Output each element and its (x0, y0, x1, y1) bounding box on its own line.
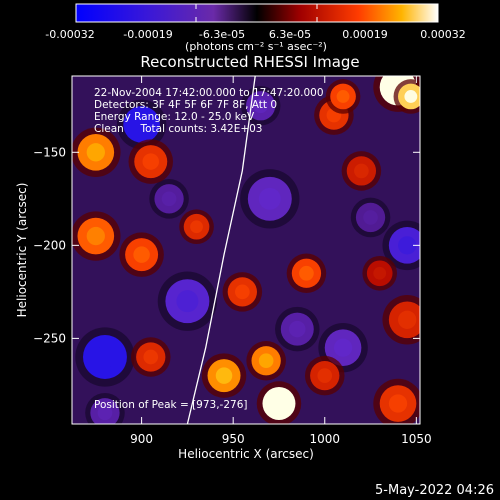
bright-region-core (404, 90, 418, 103)
plot-frame (71, 75, 421, 425)
bright-region-core (235, 284, 250, 300)
bright-region-core (388, 394, 408, 413)
bright-region-core (317, 368, 333, 383)
clean-counts-label: Clean Total counts: 3.42E+03 (94, 123, 263, 135)
y-tick-label: −200 (33, 238, 66, 252)
x-tick-label: 1000 (309, 432, 340, 446)
y-axis: −150 −200 −250 (33, 145, 420, 345)
colorbar-tick-label-2: -0.00019 (123, 28, 172, 41)
solar-limb-line (186, 76, 256, 424)
x-tick-label: 900 (130, 432, 153, 446)
bright-region-core (258, 353, 274, 369)
energy-range-label: Energy Range: 12.0 - 25.0 keV (94, 111, 255, 123)
y-axis-label: Heliocentric Y (arcsec) (15, 183, 29, 318)
dark-region-core (333, 338, 353, 357)
dark-region-core (132, 115, 151, 134)
bright-region-core (354, 163, 369, 179)
bright-region-core (143, 349, 159, 365)
y-tick-label: −150 (33, 145, 66, 159)
bright-region-core (299, 265, 314, 281)
dark-region-core (176, 290, 199, 313)
bright-region-core (336, 90, 350, 103)
x-tick-label: 1050 (401, 432, 432, 446)
dark-region-core (289, 320, 306, 338)
colorbar (75, 3, 439, 23)
footer-date: 5-May-2022 04:26 (375, 483, 494, 498)
colorbar-tick-label-3: -6.3e-05 (199, 28, 245, 41)
bright-region-core (215, 367, 233, 384)
dark-region-core (161, 191, 177, 207)
time-range-label: 22-Nov-2004 17:42:00.000 to 17:47:20.000 (94, 87, 324, 99)
bright-region-core (398, 310, 417, 329)
colorbar-tick-label-1: -0.00032 (45, 28, 94, 41)
peak-position-label: Position of Peak = [973,-276] (94, 399, 248, 411)
dark-region-core (363, 210, 378, 225)
dark-region-core (97, 405, 113, 421)
x-tick-label: 950 (222, 432, 245, 446)
dark-region-core (258, 187, 281, 210)
x-axis: 900 950 1000 1050 (130, 76, 432, 446)
bright-region-core (190, 220, 203, 234)
y-tick-label: −250 (33, 331, 66, 345)
bright-region-core (373, 266, 387, 280)
colorbar-tick-label-4: 6.3e-05 (269, 28, 311, 41)
bright-region-core (142, 153, 159, 170)
dark-region-core (398, 236, 417, 255)
detectors-label: Detectors: 3F 4F 5F 6F 7F 8F, Att 0 (94, 99, 277, 111)
colorbar-unit-label: (photons cm⁻² s⁻¹ asec⁻²) (185, 40, 327, 53)
intensity-regions (72, 76, 420, 424)
chart-title: Reconstructed RHESSI Image (140, 53, 359, 71)
bright-region-core (270, 395, 288, 412)
dark-region-core (253, 98, 268, 114)
bright-region-core (86, 143, 105, 162)
plot-area (72, 76, 420, 424)
bright-region-core (133, 246, 150, 263)
dark-region-core (93, 346, 116, 368)
colorbar-tick-label-5: 0.00019 (342, 28, 388, 41)
colorbar-ticks (195, 4, 318, 22)
bright-region-core (86, 226, 105, 246)
x-axis-label: Heliocentric X (arcsec) (178, 447, 314, 461)
colorbar-tick-label-6: 0.00032 (420, 28, 466, 41)
